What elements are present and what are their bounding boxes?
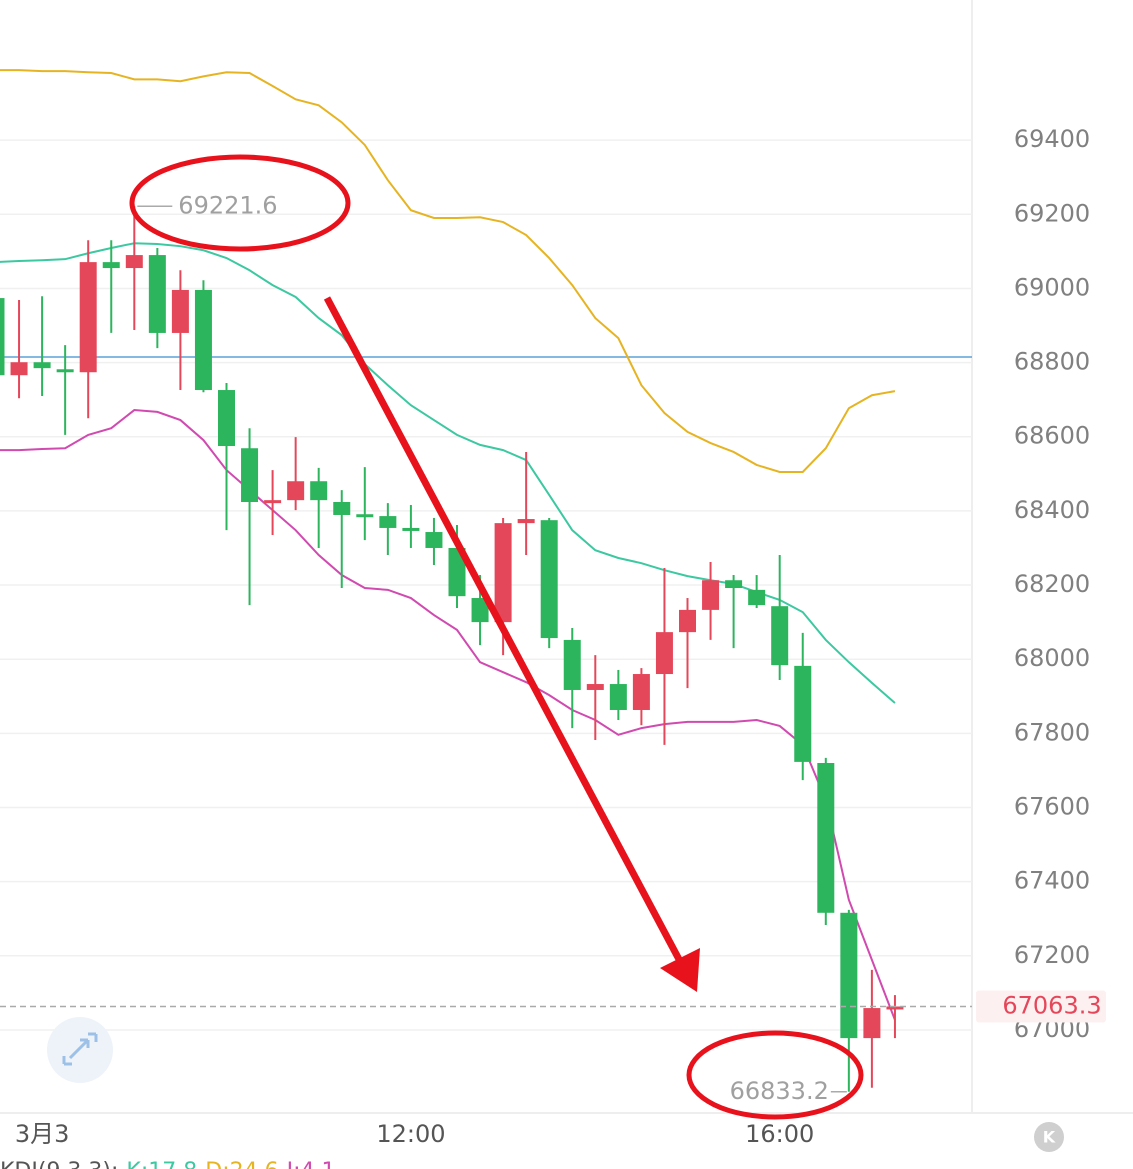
k-button[interactable]: K — [1034, 1122, 1064, 1152]
indicator-label: KDJ(9,3,3): — [0, 1159, 118, 1169]
candle-body — [702, 580, 720, 610]
y-tick-label: 68000 — [1014, 644, 1090, 672]
candle-body — [0, 298, 5, 376]
candle-body — [102, 262, 120, 269]
last-price-box — [976, 990, 1106, 1023]
candle-body — [33, 362, 51, 369]
y-tick-label: 68400 — [1014, 496, 1090, 524]
indicator-name: J: — [285, 1159, 301, 1169]
candle-body — [10, 362, 28, 376]
expand-button[interactable] — [47, 1017, 113, 1083]
candle-body — [725, 580, 743, 589]
candle-body — [379, 516, 397, 528]
candle-body — [425, 532, 443, 548]
candle-body — [863, 1008, 881, 1039]
candle-body — [56, 369, 74, 373]
expand-icon[interactable] — [62, 1032, 98, 1066]
candle-body — [218, 390, 235, 447]
candle-body — [471, 598, 489, 623]
k-button-label[interactable]: K — [1043, 1128, 1056, 1147]
y-tick-label: 67600 — [1014, 792, 1090, 820]
candle-body — [540, 520, 558, 639]
k-button-bg[interactable] — [1034, 1122, 1064, 1152]
candle-body — [333, 501, 351, 515]
y-tick-label: 67200 — [1014, 941, 1090, 969]
candle-body — [655, 632, 673, 675]
low-label: 66833.2 — [730, 1077, 829, 1105]
x-tick-label: 12:00 — [376, 1120, 445, 1148]
y-tick-label: 69400 — [1014, 125, 1090, 153]
candle-body — [356, 514, 374, 518]
indicator-text: KDJ(9,3,3): K:17.8 D:24.6 J:4.1 — [0, 1159, 336, 1169]
y-tick-label: 69200 — [1014, 199, 1090, 227]
candle-body — [148, 255, 166, 333]
y-tick-label: 67800 — [1014, 718, 1090, 746]
candle-body — [771, 606, 789, 666]
highlight-ellipse — [129, 154, 351, 252]
indicator-name: D: — [205, 1159, 229, 1169]
indicator-value: 17.8 — [148, 1159, 197, 1169]
trend-arrow — [323, 296, 686, 967]
candle-body — [171, 289, 189, 333]
candle-body — [79, 262, 97, 373]
band-line — [0, 69, 896, 473]
candle-body — [886, 1006, 904, 1010]
y-tick-label: 68200 — [1014, 570, 1090, 598]
candle-body — [679, 609, 696, 633]
candle-body — [840, 912, 858, 1039]
candle-body — [494, 523, 512, 623]
y-tick-label: 67400 — [1014, 867, 1090, 895]
high-label: 69221.6 — [178, 191, 277, 219]
last-price-label: 67063.3 — [1002, 991, 1101, 1019]
candle-body — [794, 665, 812, 762]
highlight-ellipse — [686, 1030, 864, 1120]
y-tick-label: 69000 — [1014, 273, 1090, 301]
candle-body — [310, 481, 328, 501]
candle-body — [241, 448, 259, 502]
candle-body — [563, 639, 581, 690]
candle-body — [817, 763, 835, 913]
candle-body — [402, 527, 420, 531]
candle-body — [194, 289, 212, 391]
candle-body — [586, 684, 604, 690]
candle-body — [609, 684, 627, 710]
candle-body — [632, 674, 650, 710]
indicator-name: K: — [126, 1159, 148, 1169]
trend-arrow-head — [660, 948, 700, 992]
y-tick-label: 68800 — [1014, 348, 1090, 376]
x-tick-label: 3月3 — [15, 1120, 70, 1148]
candle-body — [448, 547, 466, 597]
y-tick-label: 68600 — [1014, 422, 1090, 450]
indicator-value: 24.6 — [230, 1159, 279, 1169]
candle-body — [264, 500, 282, 504]
x-tick-label: 16:00 — [745, 1120, 814, 1148]
band-line — [0, 242, 896, 704]
indicator-value: 4.1 — [301, 1159, 336, 1169]
candle-body — [125, 255, 143, 269]
band-line — [0, 409, 896, 1021]
candle-body — [748, 589, 766, 606]
candle-body — [287, 481, 305, 501]
candle-body — [517, 519, 535, 524]
